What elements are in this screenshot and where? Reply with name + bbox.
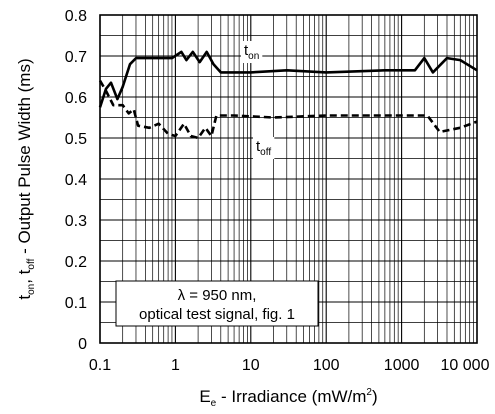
series-label-ton-sub: on: [248, 51, 259, 62]
annotation-line-1: λ = 950 nm,: [178, 287, 257, 304]
y-tick-label: 0.1: [65, 295, 87, 312]
annotation-line-2: optical test signal, fig. 1: [139, 306, 295, 323]
y-axis-title-s2: off: [26, 258, 37, 269]
series-label-ton-main: t: [244, 42, 249, 59]
y-tick-label: 0.6: [65, 90, 87, 107]
x-tick-label: 1: [171, 357, 180, 374]
annotation: λ = 950 nm, optical test signal, fig. 1: [115, 280, 319, 327]
x-tick-label: 100: [313, 357, 340, 374]
series-line-ton: [98, 50, 478, 108]
plot-frame: [99, 14, 478, 344]
x-tick-label: 10: [242, 357, 260, 374]
x-axis-title-main: E: [199, 387, 210, 406]
series-label-toff-background: [253, 137, 275, 159]
x-axis-title-rest: - Irradiance (mW/m: [216, 387, 366, 406]
series-label-ton-text: ton: [244, 42, 259, 62]
y-axis-title: ton, toff - Output Pulse Width (ms): [15, 58, 37, 299]
series-label-ton: ton: [241, 41, 263, 63]
y-tick-label: 0.7: [65, 49, 87, 66]
x-tick-label: 10 000: [441, 357, 490, 374]
annotation-box: [115, 280, 319, 327]
x-axis-title-end: ): [372, 387, 378, 406]
y-tick-label: 0.3: [65, 213, 87, 230]
x-axis-title: Ee - Irradiance (mW/m2): [199, 387, 377, 409]
y-tick-label: 0.2: [65, 254, 87, 271]
series-line-toff: [98, 79, 478, 140]
tick-labels: 0.1 1 10 100 1000 10 00000.10.20.30.40.50.60.…: [65, 8, 490, 374]
y-tick-label: 0.8: [65, 8, 87, 25]
x-tick-label: 1000: [384, 357, 420, 374]
y-axis-title-p2: , t: [15, 269, 34, 283]
y-axis-title-p3: - Output Pulse Width (ms): [15, 58, 34, 258]
y-axis-title-p1: t: [15, 295, 34, 300]
x-axis-title-sup: 2: [366, 387, 372, 398]
series-layer: [98, 50, 478, 140]
series-label-toff-sub: off: [260, 147, 271, 158]
y-tick-label: 0.5: [65, 131, 87, 148]
series-label-ton-background: [241, 41, 263, 63]
y-tick-label: 0: [78, 336, 87, 353]
x-axis-title-sub: e: [211, 398, 217, 409]
series-label-toff: toff: [253, 137, 275, 159]
series-label-toff-main: t: [256, 138, 261, 155]
x-tick-label: 0.1: [89, 357, 111, 374]
series-label-toff-text: toff: [256, 138, 271, 158]
y-tick-label: 0.4: [65, 172, 87, 189]
y-axis-title-s1: on: [26, 284, 37, 295]
